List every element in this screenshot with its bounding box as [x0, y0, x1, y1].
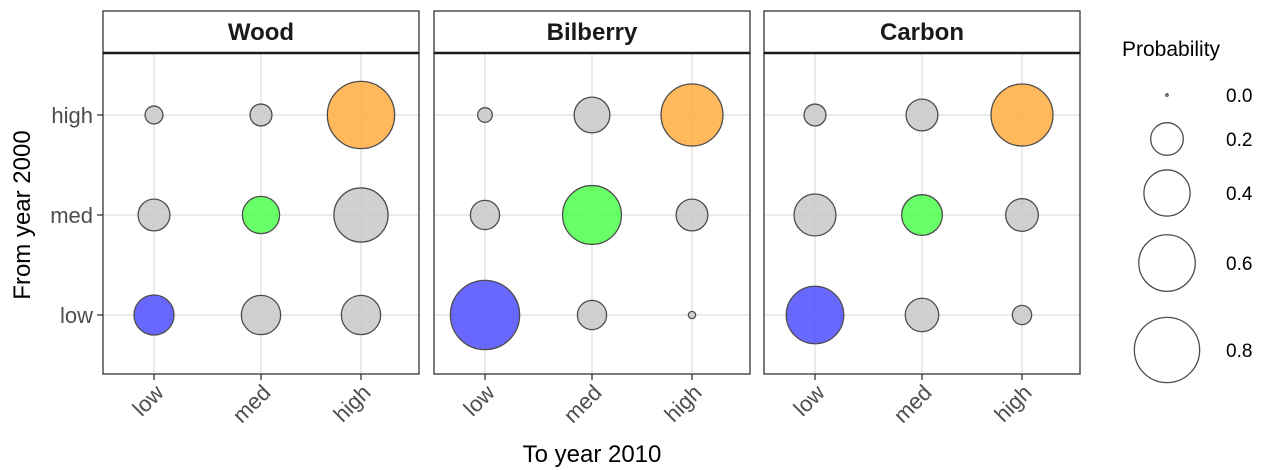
y-tick-label: high	[51, 103, 93, 128]
legend-key-label: 0.4	[1226, 184, 1253, 205]
size-legend: Probability 0.0 0.2 0.4 0.6 0.8	[1122, 38, 1253, 384]
bubble-low-to-med	[576, 299, 608, 331]
bubble-low-to-med	[240, 294, 282, 336]
facet-strip	[433, 10, 751, 54]
bubble-med-to-med	[901, 194, 943, 236]
x-axis-title: To year 2010	[523, 441, 662, 468]
bubble-low-to-med	[904, 297, 940, 333]
facet-panels: Wood low med high Bilberry low med high Carbon lo…	[50, 10, 1081, 428]
bubble-med-to-high	[1005, 198, 1039, 232]
legend-key-label: 0.0	[1226, 86, 1252, 107]
bubble-med-to-high	[675, 198, 709, 232]
legend-key-circle	[1165, 93, 1169, 97]
bubble-med-to-low	[137, 198, 171, 232]
legend-key-circle	[1150, 122, 1184, 156]
facet-strip-label: Bilberry	[547, 19, 638, 46]
bubble-low-to-low	[449, 279, 521, 351]
bubble-high-to-low	[477, 107, 493, 123]
legend-key-label: 0.8	[1226, 341, 1252, 362]
y-axis-title: From year 2000	[9, 130, 36, 299]
y-axis: low med high	[50, 103, 103, 328]
x-tick-label: high	[659, 380, 706, 427]
x-tick-label: high	[989, 380, 1036, 427]
legend-title: Probability	[1122, 38, 1221, 61]
facet-strip	[102, 10, 420, 54]
bubble-high-to-high	[990, 83, 1054, 147]
legend-key-circle	[1138, 234, 1196, 292]
bubble-low-to-high	[340, 294, 382, 336]
bubble-med-to-low	[793, 193, 837, 237]
x-tick-label: low	[789, 380, 830, 421]
facet-strip	[763, 10, 1081, 54]
bubble-high-to-high	[660, 83, 724, 147]
bubble-med-to-high	[333, 187, 389, 243]
bubble-med-to-med	[241, 195, 281, 235]
x-tick-label: med	[889, 380, 937, 428]
x-tick-label: high	[328, 380, 375, 427]
bubble-low-to-high	[687, 310, 697, 320]
x-tick-label: low	[128, 380, 169, 421]
legend-key-label: 0.6	[1226, 254, 1252, 275]
bubble-high-to-med	[573, 96, 611, 134]
bubble-med-to-low	[469, 199, 501, 231]
y-tick-label: low	[60, 303, 93, 328]
facet-strip-label: Carbon	[880, 19, 964, 46]
facet-panel-carbon: Carbon low med high	[763, 10, 1081, 428]
bubble-low-to-high	[1011, 304, 1033, 326]
bubble-low-to-low	[133, 294, 175, 336]
legend-key-circle	[1133, 316, 1201, 384]
bubble-high-to-med	[905, 98, 939, 132]
bubble-high-to-med	[249, 103, 273, 127]
facet-panel-wood: Wood low med high	[102, 10, 420, 428]
x-tick-label: med	[228, 380, 276, 428]
bubble-high-to-low	[144, 105, 164, 125]
x-tick-label: med	[559, 380, 607, 428]
legend-key-circle	[1143, 169, 1191, 217]
bubble-low-to-low	[785, 285, 845, 345]
facet-strip-label: Wood	[228, 19, 294, 46]
bubble-high-to-low	[803, 103, 827, 127]
bubble-med-to-med	[561, 184, 623, 246]
x-tick-label: low	[459, 380, 500, 421]
facet-panel-bilberry: Bilberry low med high	[433, 10, 751, 428]
y-tick-label: med	[50, 203, 93, 228]
bubble-high-to-high	[326, 80, 396, 150]
legend-key-label: 0.2	[1226, 130, 1252, 151]
